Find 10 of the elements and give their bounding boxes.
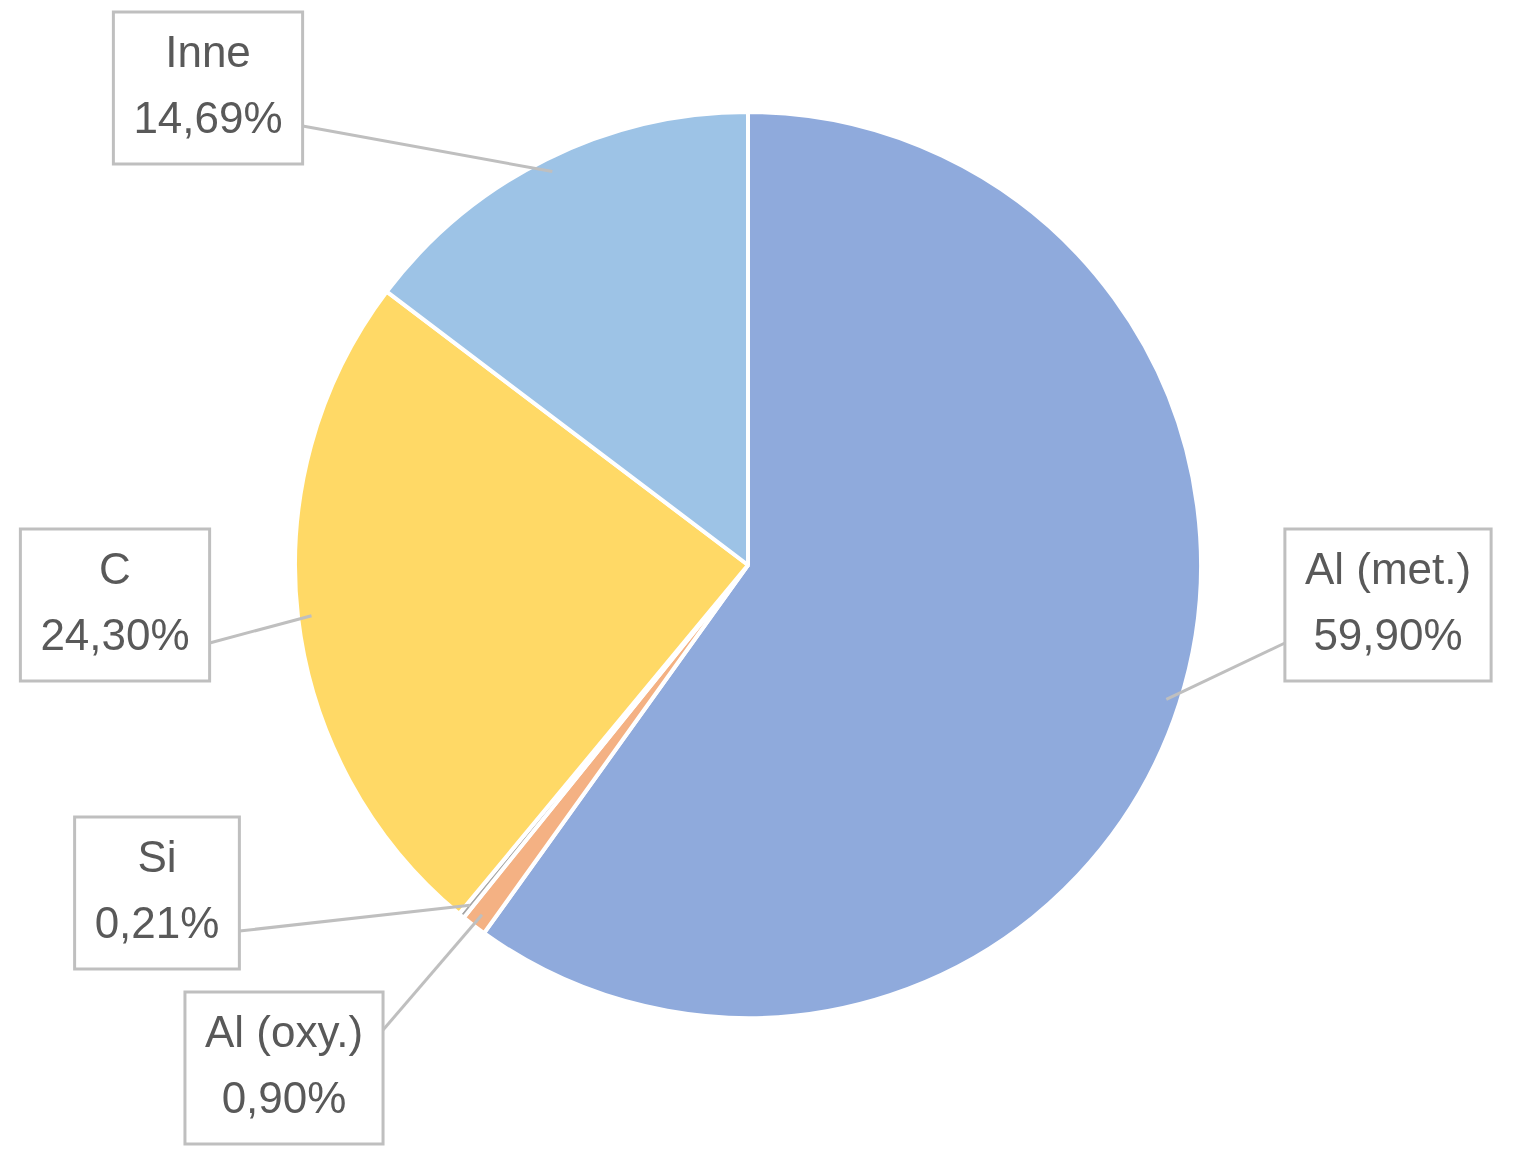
data-label: 0,21% xyxy=(94,898,220,948)
data-label: 59,90% xyxy=(1313,610,1463,660)
data-label: 14,69% xyxy=(133,93,283,143)
slice-label: Inne xyxy=(165,27,251,77)
slice-label: C xyxy=(99,544,131,594)
slice-label: Al (oxy.) xyxy=(204,1007,364,1057)
data-label: 0,90% xyxy=(221,1073,347,1123)
slice-label: Si xyxy=(137,832,177,882)
data-label: 24,30% xyxy=(40,610,190,660)
slice-label: Al (met.) xyxy=(1304,544,1472,594)
